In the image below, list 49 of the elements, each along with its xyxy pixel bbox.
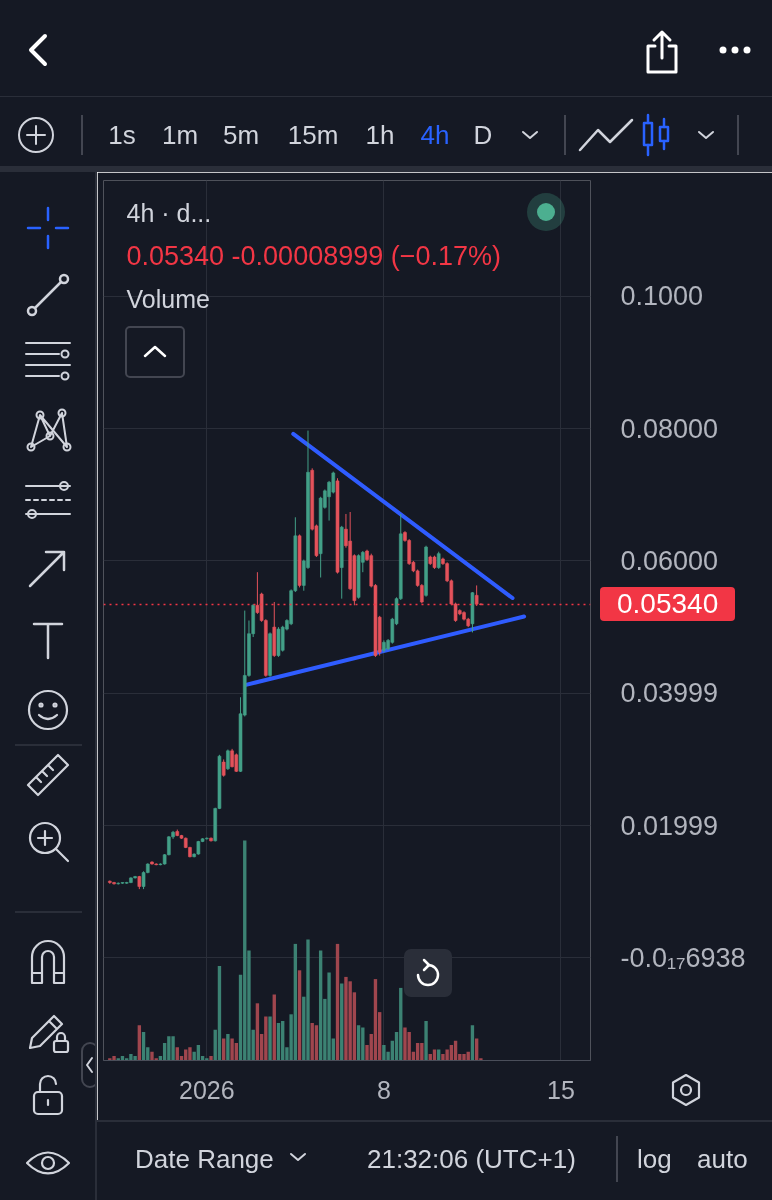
chart-title: Volume (126, 284, 210, 313)
text: auto (697, 1143, 748, 1174)
text: 1m (161, 119, 199, 150)
x-tick-label: 8 (376, 1075, 391, 1104)
x-tick-label: 2026 (179, 1075, 235, 1104)
bar (420, 1042, 424, 1061)
bar (171, 1036, 175, 1061)
y-tick-label: 0.03999 (620, 678, 719, 709)
bar (441, 1053, 445, 1061)
bar (344, 976, 348, 1061)
text: Date Range (135, 1143, 274, 1174)
bar (403, 1027, 407, 1061)
y-tick-label: -0.0₁₇6938 (620, 942, 746, 973)
bar (445, 1049, 449, 1061)
text: 0.05340 -0.00008999 (−0.17%) (126, 240, 502, 271)
bar (230, 1038, 234, 1061)
y-tick-label: 0.01999 (620, 810, 719, 841)
bar (306, 939, 310, 1061)
text: 15m (287, 119, 339, 150)
bar (108, 1058, 112, 1061)
text: log (637, 1143, 672, 1174)
text: 4h (420, 119, 450, 150)
bar (129, 1053, 133, 1061)
bar (133, 1056, 137, 1061)
bar (264, 1016, 268, 1061)
bar (188, 1047, 192, 1061)
text: 21:32:06 (UTC+1) (367, 1143, 576, 1174)
bar (424, 1020, 428, 1061)
x-tick-label: 15 (547, 1075, 575, 1104)
text: D (473, 119, 493, 150)
bar (348, 981, 352, 1061)
bar (462, 1053, 466, 1061)
bar (167, 1036, 171, 1061)
text: 1s (108, 119, 136, 150)
bar (150, 1051, 154, 1061)
y-tick-label: 0.08000 (620, 413, 719, 444)
bar (112, 1056, 116, 1061)
text: 1h (365, 119, 395, 150)
y-tick-label: 0.1000 (620, 281, 704, 312)
bar (382, 1045, 386, 1061)
y-tick-label: 0.06000 (620, 545, 719, 576)
text: 5m (222, 119, 260, 150)
bar (327, 972, 331, 1061)
bar (268, 1016, 272, 1061)
bar (226, 1034, 230, 1061)
text: 4h · d... (126, 198, 212, 227)
candlestick (474, 584, 479, 607)
ref-line-label: 0.05340 (600, 587, 736, 622)
bar (209, 1056, 213, 1061)
